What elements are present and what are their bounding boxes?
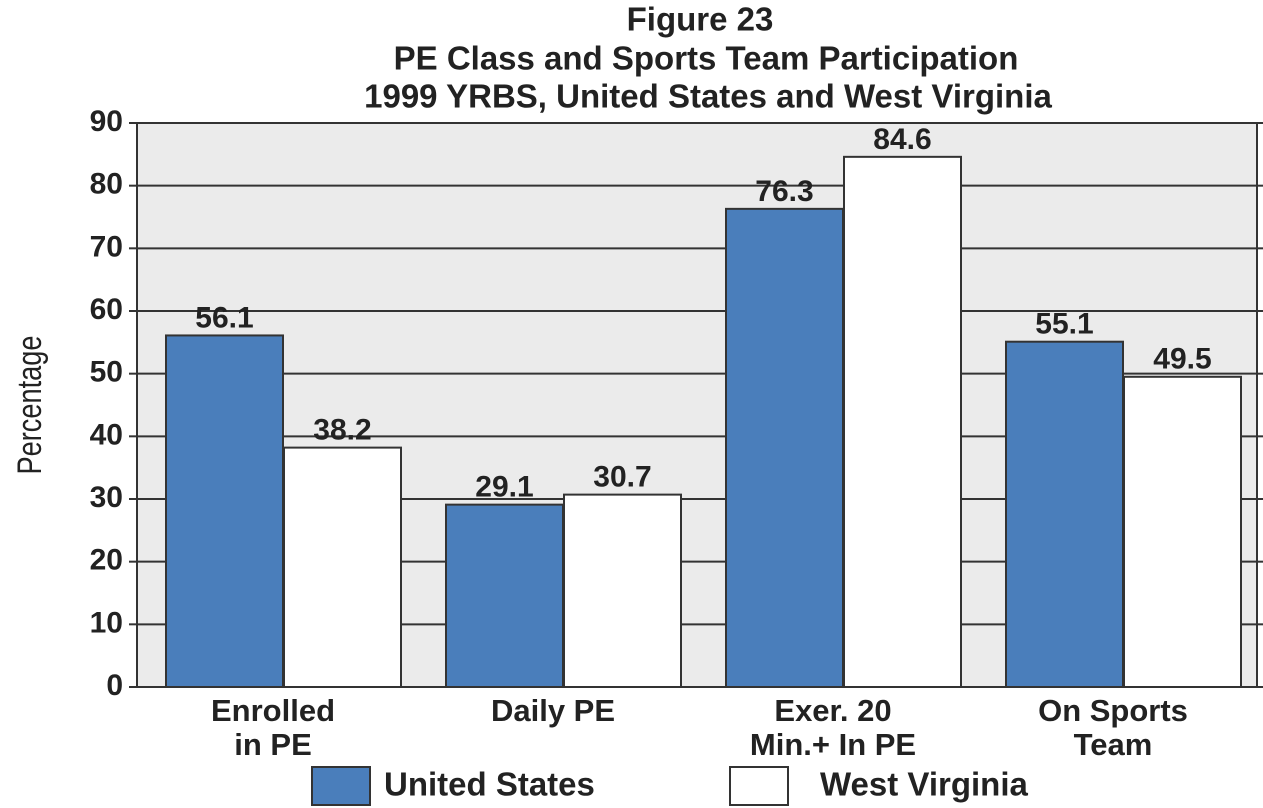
chart-title: PE Class and Sports Team Participation <box>394 40 1019 77</box>
x-tick-label: in PE <box>234 727 312 762</box>
y-tick-label: 40 <box>90 418 123 451</box>
y-tick-label: 0 <box>106 669 123 702</box>
x-tick-label: Enrolled <box>211 693 335 728</box>
x-tick-label: Exer. 20 <box>774 693 891 728</box>
legend-label: United States <box>384 766 595 803</box>
data-label: 29.1 <box>475 471 533 504</box>
legend-swatch <box>729 766 789 806</box>
data-label: 56.1 <box>195 301 253 334</box>
bar <box>283 446 402 689</box>
y-axis-label: Percentage <box>10 335 49 474</box>
bar <box>445 503 564 689</box>
data-label: 49.5 <box>1153 343 1211 376</box>
y-tick-label: 10 <box>90 606 123 639</box>
y-tick-label: 20 <box>90 544 123 577</box>
bar <box>725 207 844 688</box>
legend-label: West Virginia <box>820 766 1028 803</box>
chart-title: Figure 23 <box>627 1 774 38</box>
y-tick-label: 70 <box>90 230 123 263</box>
y-tick-label: 50 <box>90 356 123 389</box>
y-tick-label: 80 <box>90 168 123 201</box>
data-label: 55.1 <box>1035 308 1093 341</box>
bar <box>1005 340 1124 688</box>
bar <box>563 493 682 689</box>
data-label: 84.6 <box>873 123 931 156</box>
data-label: 30.7 <box>593 461 651 494</box>
y-tick-label: 30 <box>90 481 123 514</box>
legend-swatch <box>311 766 371 806</box>
data-label: 76.3 <box>755 175 813 208</box>
bar <box>1123 375 1242 688</box>
chart-title: 1999 YRBS, United States and West Virgin… <box>364 78 1052 115</box>
bar <box>843 155 962 688</box>
x-tick-label: Team <box>1074 727 1153 762</box>
bar <box>165 334 284 688</box>
x-tick-label: Daily PE <box>491 693 615 728</box>
y-tick-label: 60 <box>90 293 123 326</box>
x-tick-label: Min.+ In PE <box>750 727 916 762</box>
x-tick-label: On Sports <box>1038 693 1188 728</box>
data-label: 38.2 <box>313 414 371 447</box>
y-tick-label: 90 <box>90 105 123 138</box>
